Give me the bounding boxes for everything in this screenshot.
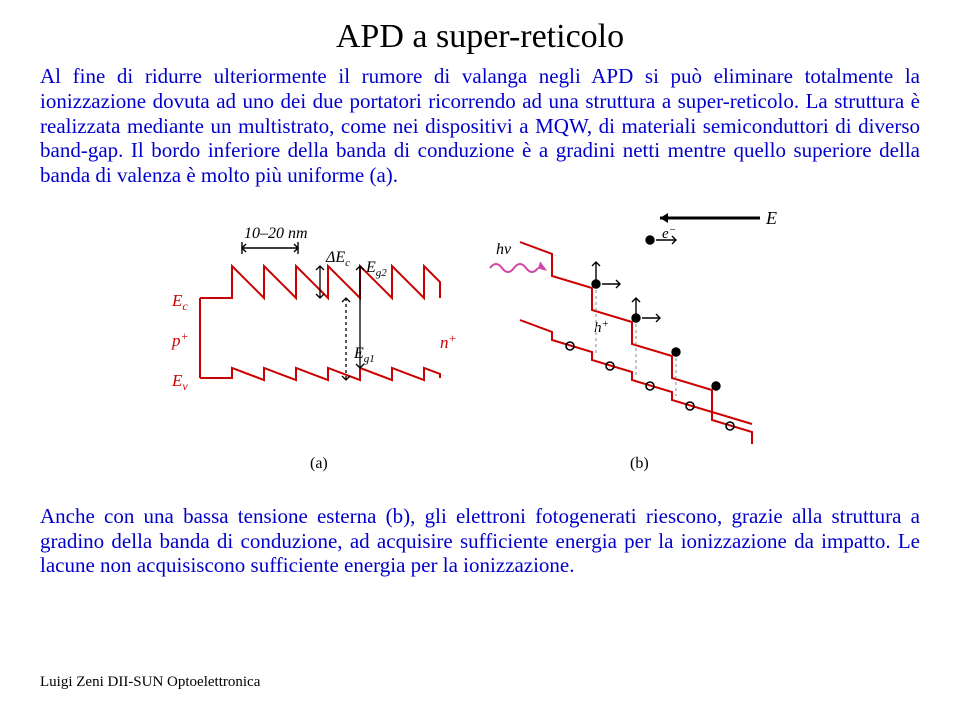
ec-label: Ec	[171, 291, 188, 313]
page-title: APD a super-reticolo	[40, 18, 920, 56]
ev-label: Ev	[171, 371, 188, 393]
footer: Luigi Zeni DII-SUN Optoelettronica	[40, 674, 260, 691]
nplus-label: n+	[440, 331, 457, 352]
efield-label: E	[765, 208, 777, 228]
figure-container: 10–20 nm Ec p+ Ev ΔEc	[40, 198, 920, 498]
paragraph-1: Al fine di ridurre ulteriormente il rumo…	[40, 64, 920, 188]
hv-label: hν	[496, 241, 512, 258]
eg2-label: Eg2	[365, 259, 387, 279]
panel-b-label: (b)	[630, 455, 649, 472]
band-diagram-figure: 10–20 nm Ec p+ Ev ΔEc	[160, 198, 800, 498]
panel-b: E hν	[490, 208, 777, 472]
pplus-label: p+	[171, 329, 189, 350]
panel-a-label: (a)	[310, 455, 328, 472]
paragraph-2: Anche con una bassa tensione esterna (b)…	[40, 504, 920, 578]
panel-a: 10–20 nm Ec p+ Ev ΔEc	[171, 225, 457, 472]
eg1-label: Eg1	[353, 345, 375, 365]
dim-label: 10–20 nm	[244, 225, 308, 242]
